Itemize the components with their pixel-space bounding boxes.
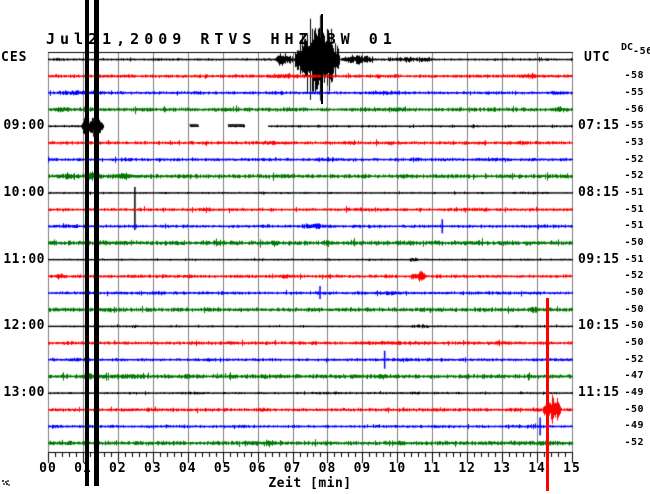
x-tick-label: 09 <box>353 461 372 476</box>
cursor-artifact <box>2 480 4 482</box>
x-tick-label: 14 <box>528 461 546 476</box>
clip-artifact-line <box>85 0 90 486</box>
left-time-label: 09:00 <box>3 118 45 134</box>
x-tick-label: 10 <box>388 461 407 476</box>
dc-value-label: -50 <box>624 403 644 415</box>
clip-artifact-line <box>94 0 100 486</box>
right-time-label: 10:15 <box>578 318 620 334</box>
dc-value-label: -52 <box>624 170 644 182</box>
x-tick-label: 00 <box>39 461 57 476</box>
x-tick-label: 06 <box>248 461 267 476</box>
right-time-label: 08:15 <box>578 184 620 200</box>
x-tick-label: 11 <box>423 461 442 476</box>
dc-value-label: -53 <box>624 136 644 148</box>
dc-value-label: -58 <box>624 70 644 82</box>
dc-value-label: -50 <box>624 287 644 299</box>
dc-value-label: -50 <box>624 337 644 349</box>
right-time-label: 11:15 <box>578 385 620 401</box>
dc-value-label: -50 <box>624 236 644 248</box>
dc-value-label: -55 <box>624 86 644 98</box>
dc-value-label: -52 <box>624 353 644 365</box>
dc-value-label: -52 <box>624 153 644 165</box>
dc-header-label: DC-56 <box>621 42 650 57</box>
left-time-label: 10:00 <box>3 184 45 200</box>
dc-value-label: -51 <box>624 220 644 232</box>
x-tick-label: 15 <box>563 461 581 476</box>
left-time-label: 11:00 <box>3 251 45 267</box>
dc-value-label: -52 <box>624 270 644 282</box>
plot-title: Jul21,2009 RTVS HHZ BW 01 <box>46 30 397 48</box>
clip-artifact-line <box>546 298 550 491</box>
x-tick-label: 08 <box>318 461 337 476</box>
timezone-right-label: UTC <box>584 50 611 65</box>
dc-value-label: -51 <box>624 253 644 265</box>
dc-value-label: -55 <box>624 120 644 132</box>
x-axis-title: Zeit [min] <box>268 476 352 491</box>
dc-value-label: -49 <box>624 420 644 432</box>
x-tick-label: 04 <box>178 461 197 476</box>
x-tick-label: 02 <box>109 461 127 476</box>
dc-value-label: -50 <box>624 320 644 332</box>
dc-value-label: -50 <box>624 303 644 315</box>
clip-artifact-line <box>321 14 324 104</box>
right-time-label: 07:15 <box>578 118 620 134</box>
dc-header-text: DC <box>621 42 634 53</box>
right-time-label: 09:15 <box>578 251 620 267</box>
dc-first-value: -56 <box>633 46 650 57</box>
left-time-label: 13:00 <box>3 385 45 401</box>
dc-value-label: -47 <box>624 370 644 382</box>
timezone-left-label: CES <box>1 50 28 65</box>
dc-value-label: -52 <box>624 437 644 449</box>
dc-value-label: -51 <box>624 203 644 215</box>
dc-value-label: -51 <box>624 186 644 198</box>
x-tick-label: 03 <box>143 461 162 476</box>
x-tick-label: 05 <box>213 461 232 476</box>
left-time-label: 12:00 <box>3 318 45 334</box>
x-tick-label: 12 <box>458 461 477 476</box>
dc-value-label: -56 <box>624 103 644 115</box>
dc-value-label: -49 <box>624 387 644 399</box>
x-tick-label: 07 <box>283 461 302 476</box>
x-tick-label: 13 <box>493 461 511 476</box>
